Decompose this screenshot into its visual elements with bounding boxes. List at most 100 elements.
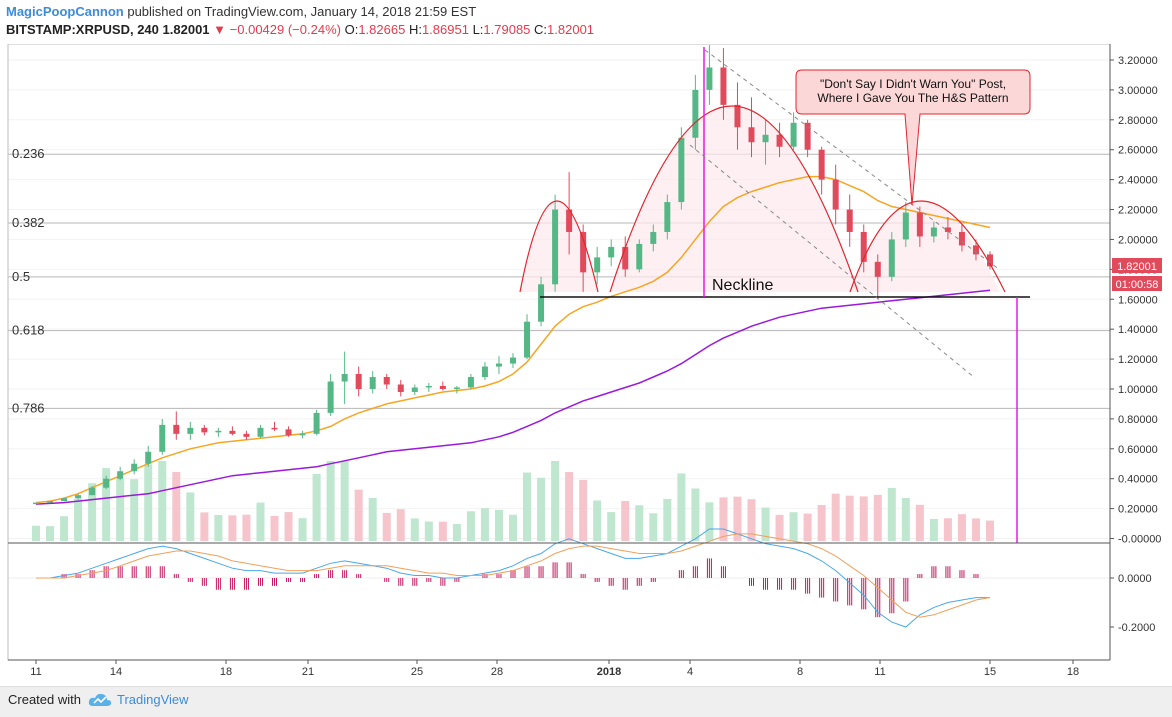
- fib-level-label: 0.5: [12, 269, 30, 284]
- candle-body: [664, 202, 671, 232]
- candle-body: [608, 246, 615, 258]
- macd-tick-label: 0.0000: [1118, 573, 1152, 585]
- time-tick-label: 4: [687, 666, 693, 678]
- right-shoulder-curve: [849, 200, 1006, 293]
- macd-tick-label: -0.2000: [1118, 622, 1155, 634]
- candle-body: [888, 239, 895, 277]
- candle-body: [944, 227, 951, 232]
- candle-body: [117, 471, 124, 479]
- volume-bar: [242, 514, 251, 541]
- candle-body: [355, 374, 362, 389]
- symbol-line: BITSTAMP:XRPUSD, 240 1.82001 ▼ −0.00429 …: [6, 22, 594, 37]
- volume-bar: [116, 478, 125, 541]
- volume-bar: [747, 499, 756, 541]
- ma-50-line: [35, 175, 991, 504]
- candle-body: [453, 387, 460, 389]
- candle-body: [734, 104, 741, 128]
- last-price: 1.82001: [162, 22, 210, 37]
- author-link[interactable]: MagicPoopCannon: [6, 4, 124, 19]
- volume-bar: [228, 515, 237, 541]
- volume-bar: [60, 516, 69, 541]
- volume-bar: [74, 498, 83, 541]
- volume-bar: [144, 464, 153, 541]
- candle-body: [720, 67, 727, 105]
- candle-body: [790, 122, 797, 147]
- high-value: 1.86951: [421, 22, 469, 37]
- callout-line1: "Don't Say I Didn't Warn You" Post,: [820, 77, 1006, 91]
- left-shoulder-fill: [520, 201, 598, 292]
- candle-body: [201, 427, 208, 433]
- price-tick-label: 2.00000: [1118, 234, 1158, 246]
- candle-body: [622, 246, 629, 270]
- price-tick-label: 0.40000: [1118, 474, 1158, 486]
- created-with-label: Created with: [8, 692, 81, 707]
- price-tick-label: 1.00000: [1118, 384, 1158, 396]
- volume-bar: [621, 501, 630, 541]
- open-value: 1.82665: [358, 22, 406, 37]
- volume-bars: [32, 461, 994, 541]
- signal-line: [36, 533, 991, 618]
- candle-body: [47, 501, 54, 503]
- candle-body: [173, 424, 180, 434]
- candle-body: [972, 245, 979, 255]
- time-tick-label: 14: [110, 666, 122, 678]
- candle-body: [580, 231, 587, 273]
- candle-body: [285, 429, 292, 436]
- fib-level-label: 0.382: [12, 215, 45, 230]
- candle-body: [762, 134, 769, 143]
- annotation-labels: Neckline "Don't Say I Didn't Warn You" P…: [712, 69, 1162, 294]
- volume-bar: [312, 473, 321, 541]
- symbol-name[interactable]: BITSTAMP:XRPUSD, 240: [6, 22, 159, 37]
- candle-body: [257, 427, 264, 437]
- volume-bar: [410, 518, 419, 541]
- volume-bar: [284, 512, 293, 541]
- candle-body: [131, 463, 138, 472]
- candle-body: [902, 212, 909, 240]
- price-tick-label: 2.60000: [1118, 145, 1158, 157]
- volume-bar: [929, 518, 938, 541]
- volume-bar: [873, 494, 882, 541]
- candle-body: [229, 430, 236, 434]
- fib-level-label: 0.786: [12, 400, 45, 415]
- tradingview-link[interactable]: TradingView: [117, 692, 189, 707]
- left-shoulder-curve: [519, 200, 599, 293]
- volume-bar: [957, 514, 966, 541]
- candle-body: [566, 209, 573, 232]
- countdown-badge: 01:00:58: [1112, 276, 1162, 291]
- candle-body: [341, 374, 348, 382]
- volume-bar: [523, 472, 532, 541]
- time-tick-label: 28: [491, 666, 503, 678]
- price-tick-label: -0.00000: [1118, 534, 1161, 546]
- volume-bar: [424, 521, 433, 541]
- candle-body: [832, 179, 839, 210]
- down-arrow-icon: ▼: [213, 22, 227, 37]
- time-tick-label: 21: [302, 666, 314, 678]
- candle-body: [61, 498, 68, 502]
- price-tick-label: 0.80000: [1118, 414, 1158, 426]
- candle-body: [650, 231, 657, 244]
- candle-body: [397, 384, 404, 392]
- time-tick-label: 11: [874, 666, 885, 678]
- candle-body: [425, 385, 432, 388]
- volume-bar: [775, 514, 784, 541]
- volume-bar: [817, 505, 826, 541]
- volume-bar: [368, 498, 377, 541]
- volume-bar: [986, 520, 994, 541]
- volume-bar: [971, 518, 980, 541]
- channel-lower-dashed: [689, 144, 976, 379]
- time-tick-label: 11: [30, 666, 41, 678]
- neckline-label: Neckline: [712, 277, 773, 294]
- fib-level-label: 0.618: [12, 323, 45, 338]
- volume-bar: [635, 505, 644, 541]
- volume-bar: [733, 496, 742, 541]
- price-tick-label: 0.20000: [1118, 504, 1158, 516]
- volume-bar: [551, 461, 560, 541]
- candle-body: [706, 67, 713, 90]
- candle-body: [678, 137, 685, 203]
- volume-bar: [480, 508, 489, 541]
- low-value: 1.79085: [483, 22, 531, 37]
- volume-bar: [831, 493, 840, 541]
- price-tick-label: 3.00000: [1118, 85, 1158, 97]
- volume-bar: [761, 507, 770, 541]
